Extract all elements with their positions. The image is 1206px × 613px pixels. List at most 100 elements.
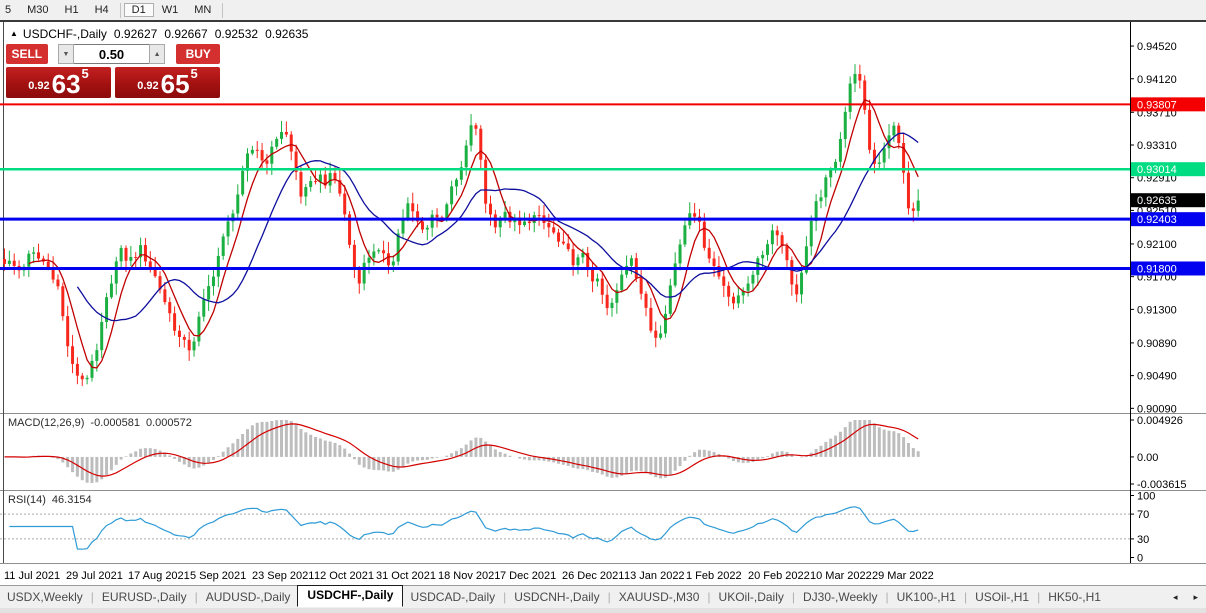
tab-scroll-left-icon[interactable]: ◂	[1172, 591, 1178, 602]
tab-usdchf-daily[interactable]: USDCHF-,Daily	[297, 585, 404, 607]
svg-text:0.93014: 0.93014	[1137, 164, 1177, 176]
tab-usdcad-daily[interactable]: USDCAD-,Daily	[410, 590, 496, 604]
svg-text:0.92100: 0.92100	[1137, 239, 1177, 251]
buy-price-big: 65	[160, 68, 190, 99]
collapse-panel-icon[interactable]: ▲	[10, 29, 18, 38]
svg-text:0: 0	[1137, 553, 1143, 565]
buy-price-box[interactable]: 0.92 65 5	[115, 66, 220, 99]
tab-ukoil-daily[interactable]: UKOil-,Daily	[718, 590, 784, 604]
date-axis: 11 Jul 2021 29 Jul 2021 17 Aug 2021 5 Sep 2…	[4, 570, 934, 582]
timeframe-toolbar: 5 M30 H1 H4 D1 W1 MN	[0, 0, 1206, 22]
tab-scroll-right-icon[interactable]: ▸	[1193, 591, 1198, 602]
tab-separator: |	[90, 590, 94, 604]
tab-dj30-weekly[interactable]: DJ30-,Weekly	[803, 590, 878, 604]
svg-text:31 Oct 2021: 31 Oct 2021	[376, 570, 436, 582]
buy-price-prefix: 0.92	[137, 80, 159, 92]
ohlc-low: 0.92532	[214, 27, 259, 41]
chevron-down-icon: ▼	[62, 50, 70, 58]
ohlc-high: 0.92667	[164, 27, 208, 41]
buy-button[interactable]: BUY	[176, 44, 221, 64]
svg-text:0.90490: 0.90490	[1137, 371, 1177, 383]
one-click-trading-panel: SELL ▼ 0.50 ▲ BUY 0.92 63 5 0.92 65 5	[6, 44, 221, 99]
svg-text:0.90890: 0.90890	[1137, 338, 1177, 350]
tab-separator: |	[607, 590, 611, 604]
timeframe-m30[interactable]: M30	[27, 4, 49, 16]
symbol-label: USDCHF-,Daily	[22, 27, 107, 41]
svg-text:0.94520: 0.94520	[1137, 41, 1177, 53]
tab-separator: |	[791, 590, 795, 604]
sell-price-box[interactable]: 0.92 63 5	[6, 66, 111, 99]
toolbar-separator	[222, 2, 224, 18]
svg-text:0.93310: 0.93310	[1137, 140, 1177, 152]
sell-button[interactable]: SELL	[6, 44, 48, 64]
chart-header: ▲ USDCHF-,Daily 0.92627 0.92667 0.92532 …	[10, 27, 308, 41]
svg-text:0.92403: 0.92403	[1137, 214, 1177, 226]
svg-text:0.90090: 0.90090	[1137, 403, 1177, 415]
rsi-name: RSI(14)	[8, 494, 46, 506]
rsi-pane-label: RSI(14) 46.3154	[8, 494, 92, 506]
sell-price-pipette: 5	[81, 66, 89, 81]
timeframe-h1[interactable]: H1	[64, 4, 79, 16]
tab-uk100-h1[interactable]: UK100-,H1	[896, 590, 956, 604]
price-axis: 0.945200.941200.937100.933100.929100.925…	[1130, 41, 1187, 565]
timeframe-w1[interactable]: W1	[161, 4, 179, 16]
svg-text:29 Jul 2021: 29 Jul 2021	[66, 570, 123, 582]
svg-text:7 Dec 2021: 7 Dec 2021	[500, 570, 556, 582]
svg-text:10 Mar 2022: 10 Mar 2022	[810, 570, 872, 582]
svg-text:0.91300: 0.91300	[1137, 304, 1177, 316]
svg-text:0.94120: 0.94120	[1137, 74, 1177, 86]
buy-price-pipette: 5	[190, 66, 198, 81]
volume-decrease-button[interactable]: ▼	[57, 44, 75, 64]
sell-price-big: 63	[51, 68, 81, 99]
svg-text:26 Dec 2021: 26 Dec 2021	[562, 570, 624, 582]
svg-text:0.93807: 0.93807	[1137, 99, 1177, 111]
rsi-layer	[0, 506, 1130, 550]
svg-text:20 Feb 2022: 20 Feb 2022	[748, 570, 810, 582]
volume-input[interactable]: 0.50	[74, 44, 149, 64]
svg-text:23 Sep 2021: 23 Sep 2021	[252, 570, 314, 582]
tab-xauusd-m30[interactable]: XAUUSD-,M30	[618, 590, 700, 604]
svg-text:30: 30	[1137, 534, 1149, 546]
svg-text:1 Feb 2022: 1 Feb 2022	[686, 570, 742, 582]
timeframe-h4[interactable]: H4	[94, 4, 109, 16]
toolbar-separator	[119, 2, 121, 18]
tab-audusd-daily[interactable]: AUDUSD-,Daily	[205, 590, 291, 604]
tab-separator: |	[1037, 590, 1041, 604]
svg-text:0.91800: 0.91800	[1137, 263, 1177, 275]
timeframe-m5[interactable]: 5	[5, 4, 12, 16]
macd-name: MACD(12,26,9)	[8, 417, 85, 429]
svg-text:0.004926: 0.004926	[1137, 415, 1183, 427]
timeframe-d1[interactable]: D1	[123, 3, 154, 17]
macd-value-signal: 0.000572	[145, 417, 192, 429]
svg-text:70: 70	[1137, 509, 1149, 521]
tab-hk50-h1[interactable]: HK50-,H1	[1048, 590, 1101, 604]
chart-tab-bar: USDX,Weekly | EURUSD-,Daily | AUDUSD-,Da…	[0, 585, 1206, 608]
tab-usdcnh-daily[interactable]: USDCNH-,Daily	[514, 590, 600, 604]
tab-separator: |	[194, 590, 198, 604]
tab-eurusd-daily[interactable]: EURUSD-,Daily	[101, 590, 187, 604]
volume-increase-button[interactable]: ▲	[148, 44, 166, 64]
tab-usoil-h1[interactable]: USOil-,H1	[975, 590, 1030, 604]
level-lines-layer	[0, 103, 1130, 270]
macd-pane-label: MACD(12,26,9) -0.000581 0.000572	[8, 417, 192, 429]
ohlc-open: 0.92627	[113, 27, 158, 41]
ohlc-close: 0.92635	[265, 27, 309, 41]
timeframe-mn[interactable]: MN	[194, 4, 212, 16]
sell-price-prefix: 0.92	[28, 80, 50, 92]
rsi-value: 46.3154	[51, 494, 92, 506]
svg-text:5 Sep 2021: 5 Sep 2021	[190, 570, 246, 582]
tab-separator: |	[707, 590, 711, 604]
svg-text:0.92635: 0.92635	[1137, 195, 1177, 207]
svg-text:29 Mar 2022: 29 Mar 2022	[872, 570, 934, 582]
tab-separator: |	[963, 590, 968, 604]
tab-usdx-weekly[interactable]: USDX,Weekly	[7, 590, 83, 604]
tab-separator: |	[503, 590, 507, 604]
svg-text:17 Aug 2021: 17 Aug 2021	[128, 570, 190, 582]
moving-averages-layer	[28, 98, 919, 369]
macd-layer	[4, 420, 920, 484]
svg-text:100: 100	[1137, 491, 1155, 503]
svg-text:0.00: 0.00	[1137, 452, 1158, 464]
svg-text:-0.003615: -0.003615	[1137, 479, 1187, 491]
price-badges: 0.93807 0.93014 0.92403 0.91800 0.92635	[1131, 97, 1205, 276]
